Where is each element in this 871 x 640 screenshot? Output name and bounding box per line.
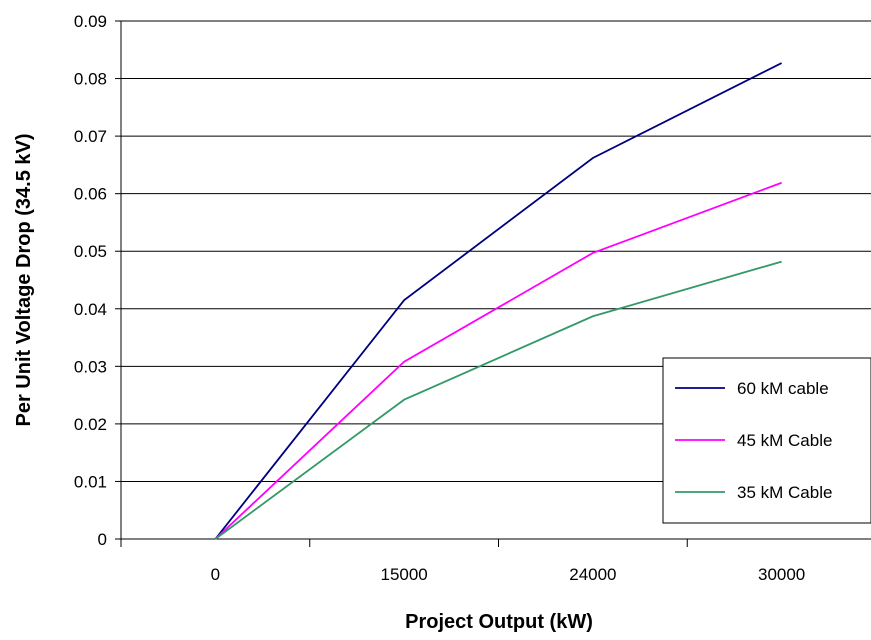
y-tick-label: 0.04 [74, 300, 107, 319]
y-tick-label: 0.02 [74, 415, 107, 434]
y-tick-label: 0.08 [74, 70, 107, 89]
x-tick-label: 0 [211, 565, 220, 584]
y-tick-label: 0.07 [74, 127, 107, 146]
legend-label-2: 45 kM Cable [737, 431, 832, 450]
y-tick-label: 0.05 [74, 242, 107, 261]
x-axis-title: Project Output (kW) [405, 611, 593, 633]
gridlines [115, 20, 871, 547]
legend-label-3: 35 kM Cable [737, 483, 832, 502]
legend: 60 kM cable 45 kM Cable 35 kM Cable [662, 357, 871, 524]
y-tick-label: 0 [98, 530, 107, 549]
legend-label-1: 60 kM cable [737, 379, 829, 398]
x-tick-label: 24000 [569, 565, 616, 584]
axes [120, 21, 871, 540]
y-tick-label: 0.06 [74, 185, 107, 204]
x-tick-labels: 0 15000 24000 30000 [211, 565, 806, 584]
x-tick-label: 30000 [758, 565, 805, 584]
series-lines [214, 62, 783, 540]
y-axis-title: Per Unit Voltage Drop (34.5 kV) [13, 133, 35, 426]
y-tick-label: 0.09 [74, 12, 107, 31]
y-tick-label: 0.03 [74, 357, 107, 376]
y-tick-labels: 0 0.01 0.02 0.03 0.04 0.05 0.06 0.07 0.08 0.09 [74, 12, 107, 549]
series-line-3 [214, 260, 782, 540]
x-tick-label: 15000 [380, 565, 427, 584]
series-line-2 [214, 181, 782, 540]
series-line-1 [214, 62, 783, 540]
y-tick-label: 0.01 [74, 472, 107, 491]
